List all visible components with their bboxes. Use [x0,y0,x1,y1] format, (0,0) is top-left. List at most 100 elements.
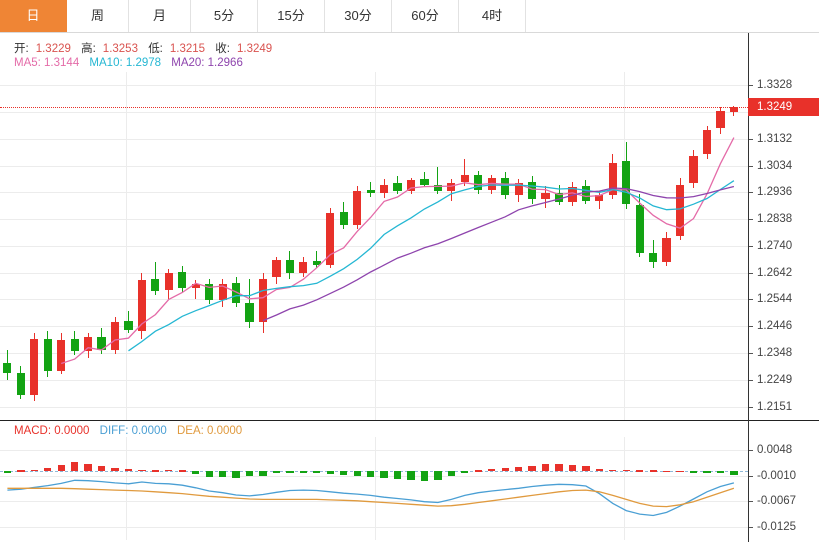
candle-body-29 [393,183,402,192]
macd-histogram-bar-20 [272,471,281,474]
tab-2[interactable]: 月 [129,0,191,32]
macd-chart-plot[interactable] [0,437,748,540]
candle-body-4 [57,340,66,372]
macd-histogram-bar-4 [57,465,65,472]
tab-6[interactable]: 60分 [392,0,459,32]
macd-histogram-bar-35 [474,470,482,472]
macd-histogram-bar-45 [609,469,617,472]
macd-tick-3 [748,527,753,529]
price-gridline-1 [0,112,748,114]
macd-histogram-bar-16 [219,471,227,478]
candle-body-8 [110,322,120,350]
macd-histogram-bar-1 [17,470,25,472]
candle-body-52 [702,129,712,155]
macd-histogram-bar-6 [84,464,92,472]
candle-body-48 [649,252,658,263]
candle-body-21 [285,259,294,274]
price-tick-3 [748,165,753,167]
price-gridline-11 [0,379,748,381]
candle-body-45 [608,162,617,196]
price-tick-6 [748,245,753,247]
candle-body-20 [272,259,281,278]
candle-body-1 [16,372,25,395]
macd-histogram-bar-5 [71,461,79,472]
candle-body-23 [312,260,321,265]
macd-histogram-bar-22 [299,471,308,474]
price-chart-plot[interactable] [0,72,748,420]
candle-body-12 [164,273,173,290]
candle-body-33 [447,183,456,192]
candle-body-54 [729,106,738,113]
candle-body-28 [379,184,389,193]
tab-label: 30分 [344,8,372,23]
tab-7[interactable]: 4时 [459,0,526,32]
macd-histogram-bar-3 [44,468,52,472]
macd-histogram-bar-18 [245,471,254,477]
price-vgridline-0 [126,72,127,420]
macd-axis-label-2: -0.0067 [757,495,797,508]
macd-histogram-bar-31 [420,471,429,481]
tab-0[interactable]: 日 [0,0,67,32]
macd-histogram-bar-47 [636,470,644,472]
macd-histogram-bar-2 [30,469,38,472]
tab-label: 60分 [411,8,439,23]
open-label: 开: [14,43,29,55]
macd-axis-label-0: 0.0048 [757,443,793,456]
price-tick-4 [748,192,753,194]
macd-histogram-bar-50 [676,470,684,473]
macd-histogram-bar-26 [353,471,361,476]
price-tick-9 [748,326,753,328]
macd-histogram-bar-38 [514,467,523,472]
tab-1[interactable]: 周 [67,0,129,32]
candle-body-30 [406,180,416,192]
ma5-legend: MA5: 1.3144 [14,57,80,69]
macd-histogram-bar-49 [662,470,671,473]
macd-axis-label-3: -0.0125 [757,521,797,534]
candle-body-40 [541,192,550,200]
candle-body-9 [124,320,133,331]
price-axis-label-5: 1.2838 [757,213,793,226]
price-tick-11 [748,379,753,381]
macd-histogram-bar-17 [232,471,240,479]
tab-label: 5分 [213,8,235,23]
candle-body-43 [581,185,590,201]
price-tick-0 [748,85,753,87]
macd-histogram-bar-52 [703,471,711,473]
current-price-dotted-line [0,106,748,108]
high-label: 高: [81,43,96,55]
ma10-legend: MA10: 1.2978 [89,57,162,69]
candle-body-18 [245,303,254,323]
close-label: 收: [215,43,230,55]
candle-body-11 [151,278,160,291]
low-label: 低: [148,43,163,55]
price-gridline-8 [0,299,748,301]
candle-body-35 [474,174,483,190]
candle-body-3 [43,338,52,372]
macd-histogram-bar-23 [313,471,321,473]
candle-body-32 [433,184,442,192]
macd-histogram-bar-7 [97,466,106,472]
candle-body-10 [137,280,147,331]
candle-body-0 [3,363,12,373]
high-value: 1.3253 [102,43,138,55]
price-axis-label-6: 1.2740 [757,239,793,252]
candle-body-37 [501,177,510,196]
open-value: 1.3229 [35,43,71,55]
macd-gridline-0 [0,449,748,451]
tab-label: 日 [26,8,40,23]
tab-4[interactable]: 15分 [258,0,325,32]
macd-histogram-bar-33 [447,471,456,476]
macd-histogram-bar-27 [366,471,375,478]
macd-histogram-bar-25 [340,471,348,476]
price-axis-label-8: 1.2544 [757,293,793,306]
tab-5[interactable]: 30分 [325,0,392,32]
price-axis-label-9: 1.2446 [757,320,793,333]
candle-body-46 [622,161,631,204]
price-tick-7 [748,272,753,274]
macd-histogram-bar-41 [555,463,563,472]
macd-histogram-bar-28 [380,471,388,478]
price-axis-label-7: 1.2642 [757,266,793,279]
tab-3[interactable]: 5分 [191,0,258,32]
macd-tick-1 [748,475,753,477]
